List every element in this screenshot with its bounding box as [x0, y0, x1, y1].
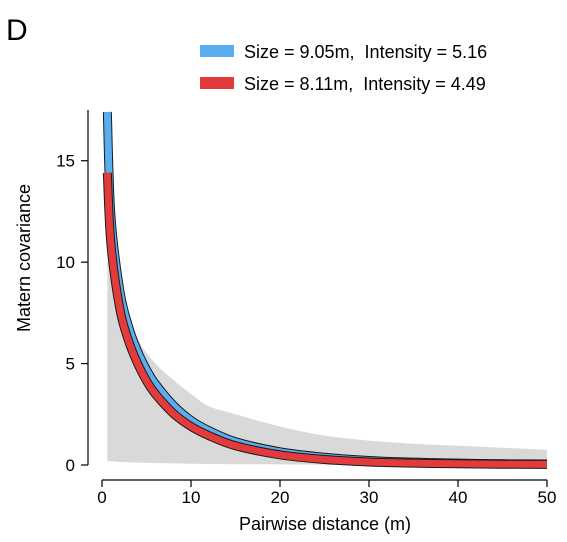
series-line-2 — [103, 172, 548, 468]
y-axis-label: Matern covariance — [14, 184, 34, 332]
x-tick-label: 40 — [449, 488, 468, 507]
x-ticks: 0 10 20 30 40 50 — [97, 480, 556, 507]
legend-label-2: Size = 8.11m, Intensity = 4.49 — [244, 74, 486, 94]
panel-label: D — [6, 14, 28, 47]
legend-swatch-1 — [200, 45, 234, 57]
x-tick-label: 0 — [97, 488, 106, 507]
x-tick-label: 30 — [360, 488, 379, 507]
legend: Size = 9.05m, Intensity = 5.16 Size = 8.… — [200, 42, 487, 94]
y-tick-label: 5 — [66, 355, 75, 374]
x-tick-label: 20 — [271, 488, 290, 507]
y-ticks: 0 5 10 15 — [56, 152, 88, 475]
series-layer — [102, 111, 548, 469]
y-tick-label: 15 — [56, 152, 75, 171]
x-tick-label: 10 — [182, 488, 201, 507]
axes: 0 10 20 30 40 50 0 5 10 15 — [56, 110, 556, 507]
confidence-band-layer — [107, 252, 547, 465]
x-tick-label: 50 — [538, 488, 557, 507]
legend-label-1: Size = 9.05m, Intensity = 5.16 — [244, 42, 487, 62]
x-axis-label: Pairwise distance (m) — [239, 514, 411, 534]
confidence-band — [107, 252, 547, 465]
y-tick-label: 10 — [56, 253, 75, 272]
legend-swatch-2 — [200, 77, 234, 89]
y-tick-label: 0 — [66, 456, 75, 475]
